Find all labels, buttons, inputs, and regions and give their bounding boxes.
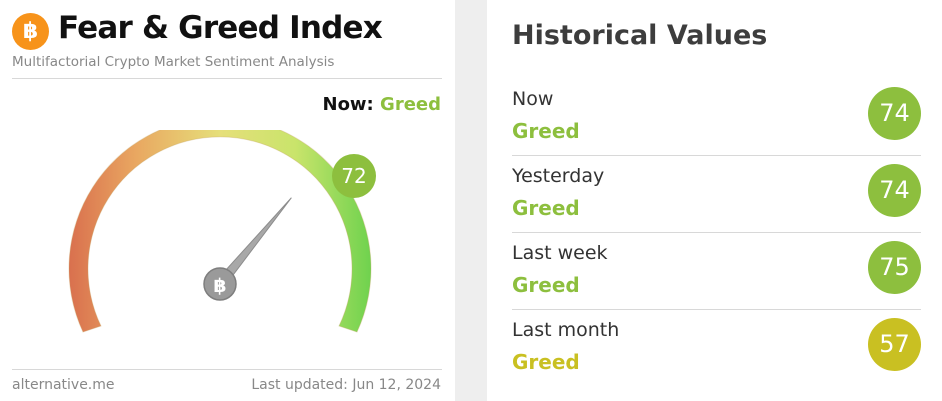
gauge-value-bubble <box>332 154 376 198</box>
bitcoin-icon: ฿ <box>12 13 49 50</box>
history-row-yesterday: Yesterday Greed 74 <box>512 157 921 234</box>
row-divider <box>512 232 921 233</box>
history-label: Last week <box>512 242 608 264</box>
fear-greed-panel: ฿ Fear & Greed Index Multifactorial Cryp… <box>0 0 455 401</box>
now-sentiment: Greed <box>380 94 441 115</box>
header-divider <box>12 78 442 79</box>
gauge-needle-hub <box>203 267 237 301</box>
gauge-value: 72 <box>341 164 366 188</box>
history-row-last-month: Last month Greed 57 <box>512 311 921 388</box>
history-row-now: Now Greed 74 <box>512 80 921 157</box>
page-subtitle: Multifactorial Crypto Market Sentiment A… <box>12 54 335 70</box>
last-updated: Last updated: Jun 12, 2024 <box>251 377 441 393</box>
history-label: Last month <box>512 319 620 341</box>
historical-values-panel: Historical Values Now Greed 74 Yesterday… <box>487 0 942 401</box>
history-sentiment: Greed <box>512 196 580 220</box>
history-label: Yesterday <box>512 165 605 187</box>
now-label: Now: <box>322 94 374 115</box>
footer-divider <box>12 369 442 370</box>
panel-gutter <box>455 0 487 401</box>
gauge-arc <box>68 130 372 333</box>
history-sentiment: Greed <box>512 273 580 297</box>
history-value-badge: 74 <box>868 164 921 217</box>
history-sentiment: Greed <box>512 119 580 143</box>
current-sentiment: Now: Greed <box>323 94 442 115</box>
history-value-badge: 74 <box>868 87 921 140</box>
row-divider <box>512 309 921 310</box>
row-divider <box>512 155 921 156</box>
fear-greed-gauge: ฿ 72 <box>68 130 376 333</box>
historical-title: Historical Values <box>512 20 768 51</box>
history-value-badge: 75 <box>868 241 921 294</box>
gauge-needle-hub-bitcoin-icon: ฿ <box>213 275 226 297</box>
history-value-badge: 57 <box>868 318 921 371</box>
history-label: Now <box>512 88 554 110</box>
source-link[interactable]: alternative.me <box>12 377 115 393</box>
history-row-last-week: Last week Greed 75 <box>512 234 921 311</box>
page-title: Fear & Greed Index <box>58 10 383 46</box>
history-sentiment: Greed <box>512 350 580 374</box>
